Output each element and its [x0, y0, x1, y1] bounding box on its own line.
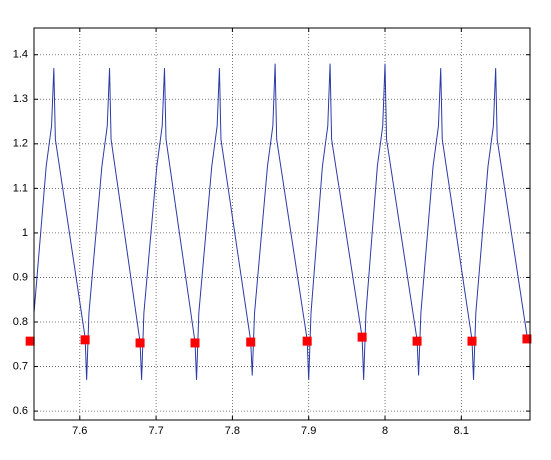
y-tick-label: 1.3	[13, 93, 28, 105]
plot-area	[34, 63, 528, 380]
y-tick-label: 1.2	[13, 138, 28, 150]
y-tick-label: 0.8	[13, 316, 28, 328]
marker	[302, 336, 312, 346]
y-tick-label: 1	[22, 227, 28, 239]
marker	[246, 337, 256, 347]
marker	[190, 338, 200, 348]
marker	[80, 335, 90, 345]
marker	[25, 336, 35, 346]
marker	[135, 338, 145, 348]
x-tick-label: 8	[382, 425, 388, 437]
x-tick-label: 8.1	[454, 425, 469, 437]
data-line	[34, 63, 528, 380]
x-tick-label: 7.6	[72, 425, 87, 437]
marker	[357, 332, 367, 342]
y-tick-label: 1.4	[13, 49, 28, 61]
y-tick-label: 0.6	[13, 405, 28, 417]
y-tick-label: 1.1	[13, 182, 28, 194]
y-tick-label: 0.9	[13, 271, 28, 283]
marker	[522, 334, 532, 344]
y-tick-label: 0.7	[13, 360, 28, 372]
x-tick-label: 7.7	[148, 425, 163, 437]
plot-frame	[33, 27, 531, 421]
marker	[467, 336, 477, 346]
x-tick-label: 7.9	[301, 425, 316, 437]
x-tick-label: 7.8	[225, 425, 240, 437]
marker	[412, 336, 422, 346]
